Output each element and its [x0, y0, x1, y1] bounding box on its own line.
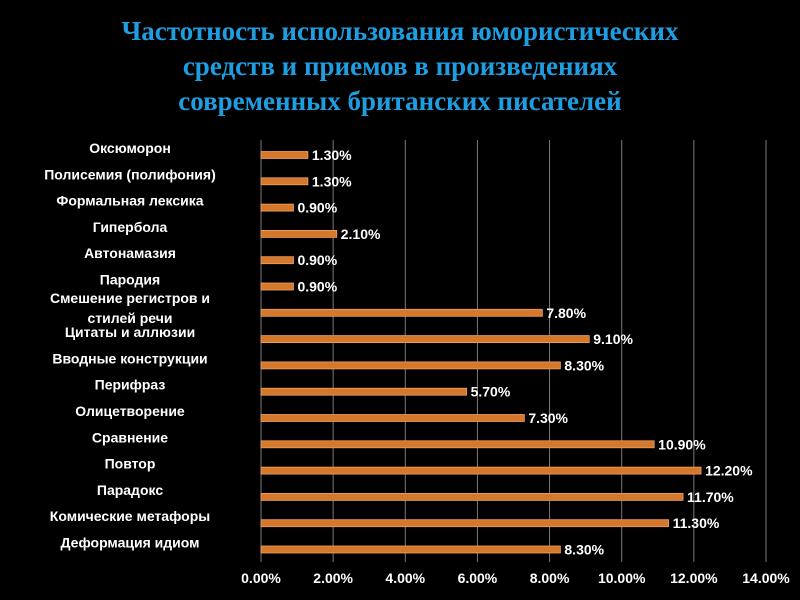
data-label: 8.30%	[564, 542, 604, 558]
value-labels: 1.30%1.30%0.90%2.10%0.90%0.90%7.80%9.10%…	[297, 147, 753, 558]
category-labels: Оксюморон Полисемия (полифония) Формальная…	[44, 140, 216, 551]
bar	[260, 151, 309, 159]
data-label: 11.30%	[673, 515, 720, 531]
chart-title: Частотность использования юмористических…	[121, 16, 679, 116]
data-label: 1.30%	[312, 147, 352, 163]
bar	[260, 229, 338, 238]
category-label: Комические метафоры	[50, 508, 210, 524]
bar	[260, 387, 468, 396]
bar	[260, 256, 294, 265]
category-label: Гипербола	[93, 219, 168, 235]
bar	[260, 440, 655, 449]
bar	[260, 282, 294, 291]
category-label: Перифраз	[95, 377, 166, 393]
category-label: Парадокс	[97, 482, 163, 498]
bar	[260, 361, 561, 370]
bar	[260, 545, 561, 554]
bar	[260, 466, 702, 475]
category-label: Автонамазия	[84, 245, 176, 261]
category-label: Олицетворение	[75, 403, 185, 419]
bar	[260, 492, 684, 501]
x-tick-label: 8.00%	[530, 570, 570, 586]
x-tick-label: 6.00%	[458, 570, 498, 586]
category-label: Повтор	[105, 456, 156, 472]
bar	[260, 414, 525, 422]
x-tick-label: 12.00%	[670, 570, 718, 586]
category-label: Оксюморон	[89, 140, 171, 156]
data-label: 0.90%	[297, 279, 337, 295]
bars	[260, 151, 702, 554]
x-tick-label: 2.00%	[313, 570, 353, 586]
bar	[260, 177, 309, 186]
category-label: Цитаты и аллюзии	[65, 324, 195, 340]
category-label: Смешение регистров и стилей речи	[50, 290, 210, 326]
data-label: 11.70%	[687, 489, 734, 505]
data-label: 2.10%	[341, 226, 381, 242]
x-tick-label: 4.00%	[385, 570, 425, 586]
data-label: 1.30%	[312, 173, 352, 189]
bar	[260, 519, 670, 528]
data-label: 8.30%	[564, 357, 604, 373]
data-label: 7.30%	[528, 410, 568, 426]
x-tick-label: 0.00%	[241, 570, 281, 586]
x-tick-label: 14.00%	[742, 570, 790, 586]
data-label: 9.10%	[593, 331, 633, 347]
category-label: Вводные конструкции	[52, 350, 207, 366]
category-label: Формальная лексика	[56, 193, 203, 209]
category-label: Сравнение	[92, 429, 168, 445]
x-tick-label: 10.00%	[598, 570, 646, 586]
data-label: 5.70%	[471, 384, 511, 400]
data-label: 7.80%	[546, 305, 586, 321]
data-label: 10.90%	[658, 436, 706, 452]
data-label: 0.90%	[297, 200, 337, 216]
grid-lines	[260, 140, 767, 562]
bar	[260, 335, 590, 344]
bar	[260, 308, 543, 317]
category-label: Пародия	[100, 272, 160, 288]
x-axis-ticks: 0.00% 2.00% 4.00% 6.00% 8.00% 10.00% 12.00% 14.…	[241, 570, 790, 586]
category-label: Полисемия (полифония)	[44, 166, 216, 182]
bar	[260, 203, 294, 212]
data-label: 0.90%	[297, 252, 337, 268]
data-label: 12.20%	[705, 463, 753, 479]
category-label: Деформация идиом	[61, 535, 200, 551]
